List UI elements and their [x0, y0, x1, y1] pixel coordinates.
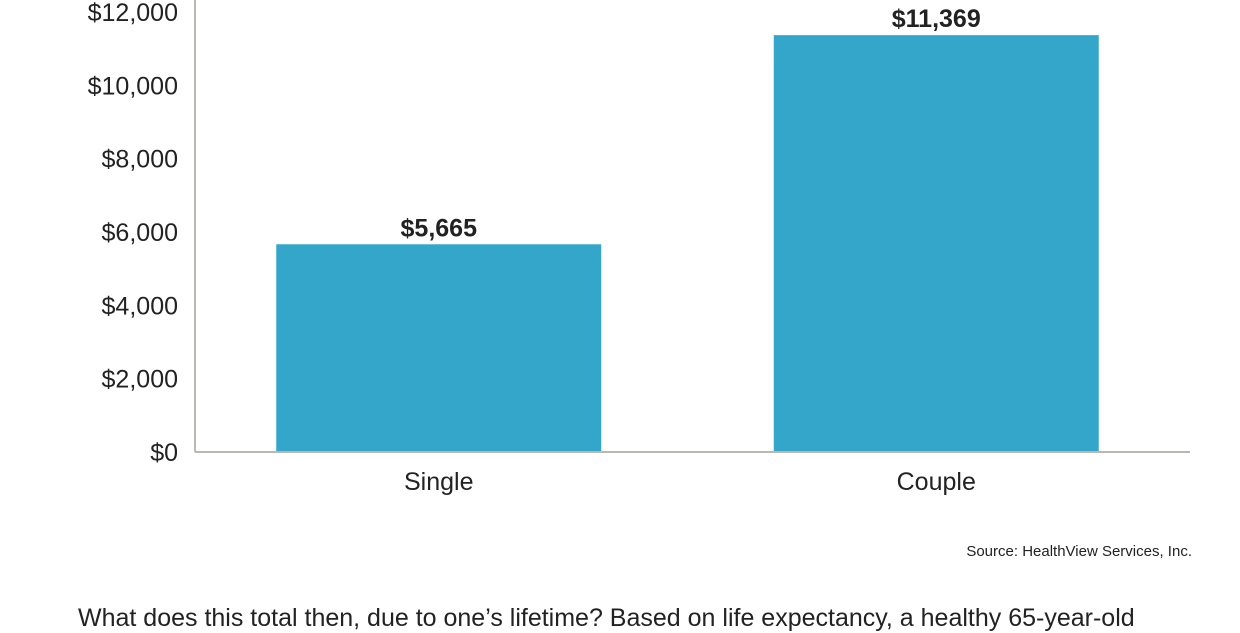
source-note: Source: HealthView Services, Inc.	[966, 543, 1192, 560]
x-tick-label: Single	[404, 468, 474, 496]
x-tick-label: Couple	[897, 468, 976, 496]
y-tick-label: $6,000	[102, 219, 178, 247]
body-text: What does this total then, due to one’s …	[78, 604, 1135, 632]
data-label: $5,665	[401, 214, 478, 242]
bar-single	[276, 244, 602, 452]
bar-chart: $0 $2,000 $4,000 $6,000 $8,000 $10,000 $12,000…	[88, 0, 1190, 496]
y-tick-label: $0	[150, 439, 178, 467]
y-tick-label: $2,000	[102, 366, 178, 394]
y-tick-label: $8,000	[102, 146, 178, 174]
y-tick-label: $10,000	[88, 72, 178, 100]
bar-couple	[773, 35, 1099, 453]
y-tick-label: $12,000	[88, 0, 178, 27]
y-tick-label: $4,000	[102, 292, 178, 320]
data-label: $11,369	[892, 5, 981, 33]
chart-area: $0 $2,000 $4,000 $6,000 $8,000 $10,000 $12,000…	[78, 0, 1192, 632]
